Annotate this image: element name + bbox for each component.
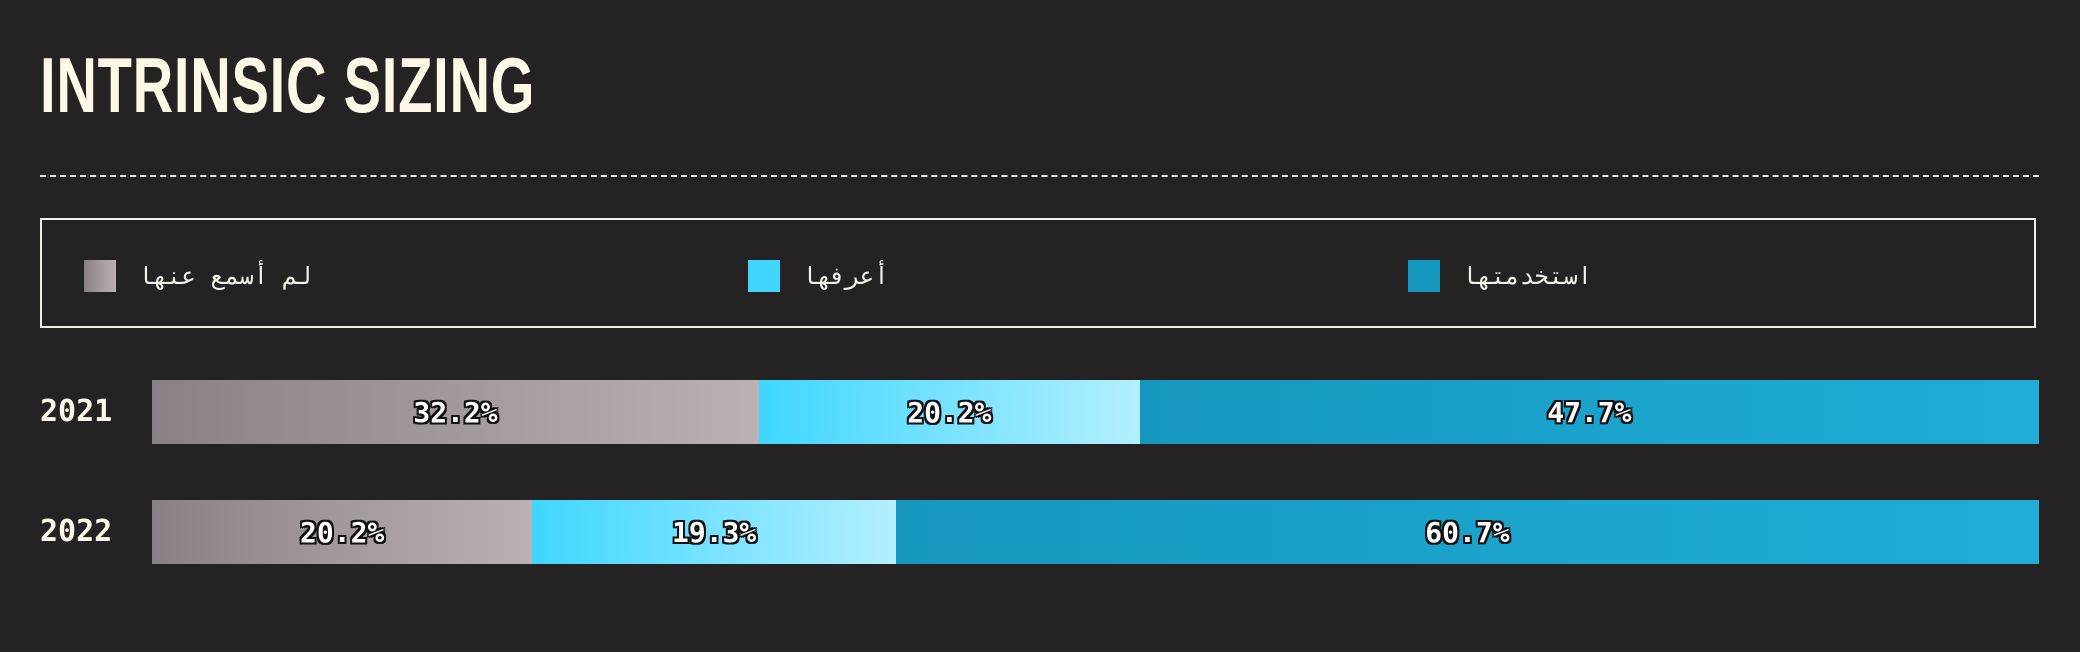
legend-label-never-heard: لم أسمع عنها: [138, 262, 312, 290]
legend-label-know-it: أعرفها: [802, 262, 889, 290]
page-title: INTRINSIC SIZING: [40, 41, 536, 129]
legend-swatch-know-it: [748, 260, 780, 292]
stacked-bar-2022: 20.2% 19.3% 60.7%: [152, 500, 2039, 564]
bar-segment-2022-used-it: 60.7%: [895, 500, 2039, 564]
dashed-divider: [40, 175, 2039, 177]
legend-item-used-it: استخدمتها: [1408, 260, 1592, 292]
bar-row-2021: 2021 32.2% 20.2% 47.7%: [40, 380, 2039, 444]
legend-label-used-it: استخدمتها: [1462, 262, 1593, 290]
stacked-bar-2021: 32.2% 20.2% 47.7%: [152, 380, 2039, 444]
data-label-2022-know-it: 19.3%: [671, 515, 757, 549]
legend-item-know-it: أعرفها: [748, 260, 889, 292]
data-label-2022-never-heard: 20.2%: [300, 515, 385, 549]
data-label-2021-know-it: 20.2%: [907, 395, 992, 429]
year-label-2022: 2022: [40, 514, 113, 549]
data-label-2021-used-it: 47.7%: [1547, 395, 1632, 429]
bar-row-2022: 2022 20.2% 19.3% 60.7%: [40, 500, 2039, 564]
legend-item-never-heard: لم أسمع عنها: [84, 260, 311, 292]
legend-swatch-never-heard: [84, 260, 116, 292]
bar-segment-2021-know-it: 20.2%: [759, 380, 1140, 444]
bar-segment-2021-never-heard: 32.2%: [152, 380, 759, 444]
bar-segment-2022-know-it: 19.3%: [532, 500, 896, 564]
bar-segment-2021-used-it: 47.7%: [1139, 380, 2039, 444]
data-label-2021-never-heard: 32.2%: [413, 395, 498, 429]
chart-legend: لم أسمع عنها أعرفها استخدمتها: [40, 218, 2036, 328]
legend-swatch-used-it: [1408, 260, 1440, 292]
year-label-2021: 2021: [40, 394, 113, 429]
bar-segment-2022-never-heard: 20.2%: [152, 500, 533, 564]
data-label-2022-used-it: 60.7%: [1425, 515, 1510, 549]
